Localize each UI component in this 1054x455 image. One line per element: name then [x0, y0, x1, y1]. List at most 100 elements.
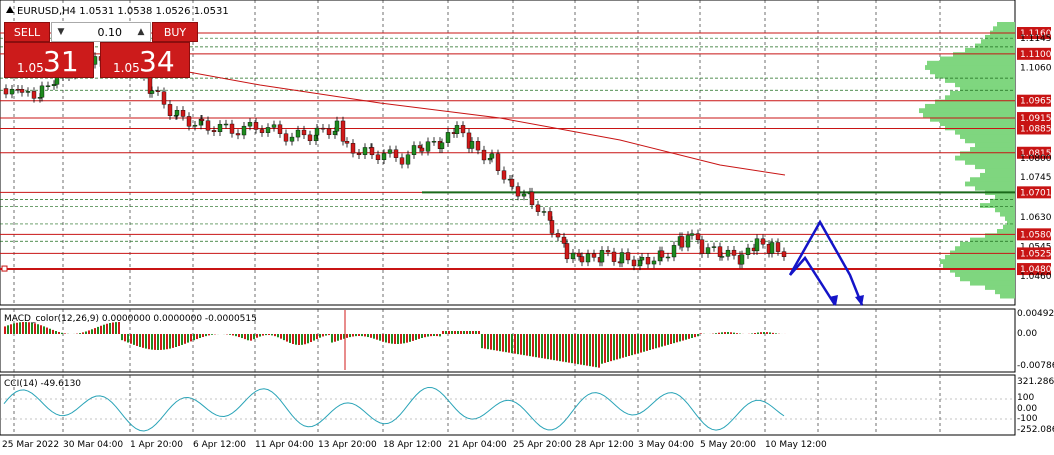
macd-bar	[601, 334, 603, 364]
candle-body	[161, 91, 167, 105]
macd-bar	[571, 334, 573, 364]
time-axis-label: 25 Apr 20:00	[513, 440, 572, 450]
sell-button[interactable]: SELL	[4, 22, 50, 42]
volume-bar	[995, 289, 1015, 295]
macd-bar	[94, 328, 96, 334]
macd-bar	[409, 334, 411, 342]
chevron-up-icon[interactable]: ▲	[137, 27, 145, 37]
candle-body	[25, 91, 31, 93]
macd-bar	[103, 324, 105, 334]
lot-size-field[interactable]: ▼ 0.10 ▲	[51, 22, 151, 42]
macd-bar	[13, 323, 15, 334]
volume-bar	[1003, 224, 1015, 230]
volume-bar	[925, 103, 1015, 109]
volume-bar	[975, 43, 1015, 49]
price-axis-label: 1.0525	[1020, 249, 1052, 259]
macd-bar	[118, 322, 120, 334]
macd-bar	[331, 334, 333, 343]
macd-bar	[652, 334, 654, 350]
candle-body	[45, 85, 51, 87]
volume-bar	[945, 125, 1015, 131]
candle-body	[739, 254, 745, 265]
macd-bar	[403, 334, 405, 344]
cci-panel[interactable]	[0, 374, 1016, 436]
candle-body	[541, 211, 547, 213]
pattern-line	[788, 219, 864, 306]
macd-bar	[622, 334, 624, 358]
time-axis-label: 28 Apr 12:00	[575, 440, 634, 450]
macd-bar	[112, 322, 114, 334]
macd-bar	[82, 332, 84, 334]
buy-price-panel[interactable]: 1.05 34	[100, 42, 190, 78]
macd-bar	[415, 334, 417, 340]
volume-bar	[975, 185, 1015, 191]
macd-bar	[547, 334, 549, 360]
buy-button[interactable]: BUY	[152, 22, 198, 42]
arrow-head-icon	[829, 295, 838, 306]
cci-axis-label: -252.0865	[1017, 425, 1054, 435]
candle-body	[229, 123, 235, 134]
price-axis-label: 1.0885	[1020, 124, 1052, 134]
macd-bar	[268, 334, 270, 336]
macd-bar	[448, 331, 450, 334]
volume-bar	[930, 69, 1015, 75]
macd-bar	[619, 334, 621, 359]
macd-bar	[370, 334, 372, 338]
lot-value[interactable]: 0.10	[97, 26, 123, 39]
macd-bar	[637, 334, 639, 354]
volume-bar	[985, 34, 1015, 40]
volume-bar	[960, 241, 1015, 247]
candle-body	[535, 204, 541, 212]
cci-series	[3, 386, 785, 432]
macd-bar	[337, 334, 339, 341]
macd-bar	[373, 334, 375, 339]
volume-bar	[960, 276, 1015, 282]
macd-bar	[34, 323, 36, 334]
candle-body	[174, 110, 180, 116]
chevron-down-icon[interactable]: ▼	[57, 27, 65, 37]
macd-bar	[721, 332, 723, 334]
macd-bar	[505, 334, 507, 353]
macd-bar	[145, 334, 147, 349]
macd-bar	[574, 334, 576, 364]
candle-body	[393, 149, 399, 158]
macd-bar	[523, 334, 525, 356]
candle-body	[223, 123, 229, 126]
candle-body	[489, 153, 495, 159]
candle-body	[19, 89, 25, 93]
macd-bar	[202, 334, 204, 337]
macd-bar	[121, 334, 123, 341]
candle-body	[579, 256, 585, 263]
macd-bar	[427, 334, 429, 337]
price-axis-label: 1.0815	[1020, 149, 1052, 159]
macd-bar	[19, 322, 21, 334]
macd-bar	[100, 325, 102, 334]
macd-bar	[286, 334, 288, 342]
macd-bar	[775, 333, 777, 334]
macd-bar	[526, 334, 528, 356]
macd-bar	[37, 324, 39, 334]
macd-bar	[586, 334, 588, 366]
candle-body	[439, 142, 445, 149]
macd-bar	[208, 334, 210, 336]
candle-body	[659, 250, 665, 258]
sell-price-panel[interactable]: 1.05 31	[4, 42, 94, 78]
macd-bar	[466, 331, 468, 334]
volume-bar	[919, 108, 1015, 114]
macd-bar	[478, 331, 480, 334]
macd-bar	[508, 334, 510, 353]
macd-bar	[688, 334, 690, 339]
volume-bar	[955, 155, 1015, 161]
volume-bar	[985, 285, 1015, 290]
macd-bar	[40, 325, 42, 334]
macd-bar	[10, 324, 12, 334]
volume-bar	[970, 147, 1015, 152]
time-axis-label: 25 Mar 2022	[2, 440, 59, 450]
macd-bar	[379, 334, 381, 341]
macd-bar	[130, 334, 132, 344]
macd-bar	[400, 334, 402, 344]
candle-body	[564, 243, 570, 260]
volume-bar	[953, 52, 1015, 57]
macd-bar	[496, 334, 498, 351]
